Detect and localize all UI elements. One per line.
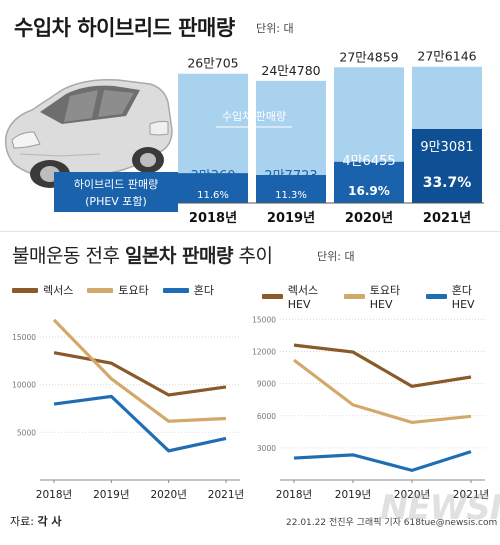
bar-share-label-2: 16.9% <box>348 184 390 198</box>
legend-swatch-lexus-hev <box>262 294 283 299</box>
legend-item-lexus: 렉서스 <box>12 282 73 298</box>
section-title-prefix: 불매운동 전후 <box>12 245 125 267</box>
legend-swatch-honda-hev <box>426 294 447 299</box>
legend-label-toyota: 토요타 <box>118 284 149 297</box>
bar-hybrid-label-1: 2만7723 <box>264 169 317 184</box>
legend-swatch-lexus <box>12 287 38 293</box>
legend-label-lexus: 렉서스 <box>43 284 74 297</box>
x-tick-label-3: 2021년 <box>208 489 244 501</box>
bar-share-label-3: 33.7% <box>423 175 472 191</box>
section-unit-label: 단위: 대 <box>317 250 355 263</box>
legend-item-honda-hev: 혼다HEV <box>426 282 486 311</box>
bar-legend-hybrid-line2: (PHEV 포함) <box>85 195 147 208</box>
unit-label: 단위: 대 <box>256 22 294 35</box>
bar-category-label-0: 2018년 <box>189 211 237 226</box>
x-tick-label-2: 2020년 <box>150 489 186 501</box>
series-line-0 <box>293 343 472 388</box>
x-tick-label-1: 2019년 <box>93 489 129 501</box>
bar-hybrid-2 <box>334 161 404 203</box>
newsis-watermark: NEWSIS <box>380 488 500 528</box>
legend-label-honda-hev: 혼다HEV <box>451 284 475 311</box>
hybrid-sales-bar-chart: 26만705 24만4780 27만4859 27만6146 3만360 2만7723 4만… <box>54 49 484 226</box>
bar-hybrid-3 <box>412 129 482 203</box>
bar-total-label-2: 27만4859 <box>339 49 398 64</box>
bar-share-label-0: 11.6% <box>197 190 229 201</box>
y-tick-label-1: 12000 <box>252 348 276 357</box>
bar-hybrid-0 <box>178 173 248 203</box>
bar-hybrid-label-2: 4만6455 <box>342 154 395 169</box>
hev-sales-line-chart: 15000 12000 9000 6000 3000 2018년 2019년 2020년 202… <box>252 315 489 501</box>
legend-hev: 렉서스HEV 토요타HEV 혼다HEV <box>262 282 500 311</box>
bar-category-label-3: 2021년 <box>423 211 471 226</box>
bar-hybrid-1 <box>256 175 326 203</box>
graphic-credit: 22.01.22 전진우 그래픽 기자 618tue@newsis.com <box>286 518 498 528</box>
page-title: 수입차 하이브리드 판매량 <box>14 16 235 40</box>
bar-legend-hybrid-line1: 하이브리드 판매량 <box>74 177 158 191</box>
source-prefix: 자료: <box>10 515 38 528</box>
y-tick-label-2: 9000 <box>257 380 276 389</box>
series-line-2 <box>293 450 472 473</box>
x-tick-label-0: 2018년 <box>276 489 312 501</box>
legend-label-lexus-hev: 렉서스HEV <box>287 284 319 311</box>
legend-item-toyota-hev: 토요타HEV <box>344 282 412 311</box>
legend-swatch-toyota-hev <box>344 294 365 299</box>
bar-total-label-1: 24만4780 <box>261 63 320 78</box>
section-title-bold: 일본차 판매량 <box>124 245 234 267</box>
source-value: 각 사 <box>37 515 62 528</box>
bar-hybrid-label-0: 3만360 <box>190 169 235 184</box>
x-tick-label-1: 2019년 <box>335 489 371 501</box>
y-tick-label-4: 3000 <box>257 444 276 453</box>
bar-legend-total: 수입차 판매량 <box>222 110 286 123</box>
series-line-1 <box>293 358 472 425</box>
series-line-2 <box>53 394 227 453</box>
legend-label-toyota-hev: 토요타HEV <box>369 284 401 311</box>
legend-item-lexus-hev: 렉서스HEV <box>262 282 330 311</box>
y-tick-label-0: 15000 <box>252 315 276 324</box>
bar-total-label-0: 26만705 <box>187 56 238 71</box>
bar-legend-hybrid-box <box>54 172 178 212</box>
car-illustration <box>4 78 173 188</box>
legend-brands: 렉서스 토요타 혼다 <box>12 282 228 298</box>
bar-category-label-1: 2019년 <box>267 211 315 226</box>
section-title: 불매운동 전후 일본차 판매량 추이 <box>12 241 273 268</box>
section-divider <box>0 231 500 232</box>
y-tick-label-0: 15000 <box>12 333 36 342</box>
series-line-1 <box>52 318 227 423</box>
legend-swatch-honda <box>162 287 189 293</box>
legend-swatch-toyota <box>87 287 114 293</box>
legend-label-honda: 혼다 <box>193 284 214 297</box>
y-tick-label-3: 6000 <box>257 412 276 421</box>
brand-sales-line-chart: 15000 10000 5000 2018년 2019년 2020년 2021년 <box>12 318 244 501</box>
y-tick-label-2: 5000 <box>17 428 36 437</box>
legend-item-honda: 혼다 <box>162 282 214 298</box>
bar-hybrid-label-3: 9만3081 <box>420 140 473 155</box>
bar-total-label-3: 27만6146 <box>417 49 476 64</box>
source-note: 자료: 각 사 <box>10 513 62 529</box>
x-tick-label-0: 2018년 <box>36 489 72 501</box>
y-tick-label-1: 10000 <box>12 381 36 390</box>
series-line-0 <box>53 351 227 397</box>
x-tick-label-3: 2021년 <box>453 489 489 501</box>
bar-share-label-1: 11.3% <box>275 190 307 201</box>
bar-category-label-2: 2020년 <box>345 211 393 226</box>
x-tick-label-2: 2020년 <box>394 489 430 501</box>
section-title-suffix: 추이 <box>232 245 273 267</box>
legend-item-toyota: 토요타 <box>87 282 149 298</box>
